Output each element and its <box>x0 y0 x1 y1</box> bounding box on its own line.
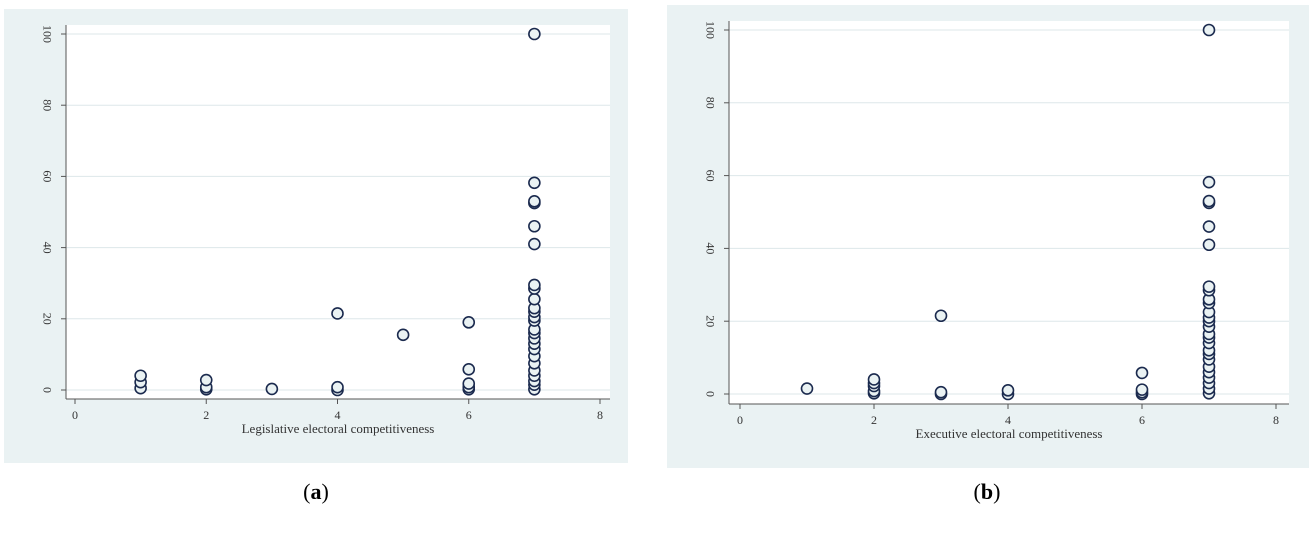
data-point <box>800 382 814 395</box>
plot-area <box>66 25 610 399</box>
data-point <box>331 307 344 320</box>
data-point <box>1135 383 1149 396</box>
data-point <box>462 316 476 329</box>
y-tick-label: 40 <box>703 242 717 254</box>
data-point <box>528 176 541 190</box>
chart-panel-a: 0 20 40 60 80 100 0 2 4 6 8 Legislative electoral c… <box>4 9 628 463</box>
y-tick-label: 20 <box>40 313 54 325</box>
data-point <box>1202 175 1216 189</box>
data-point <box>528 27 541 41</box>
y-tick-label: 100 <box>703 21 717 39</box>
x-axis-label: Executive electoral competitiveness <box>916 426 1103 441</box>
data-point <box>1135 366 1149 380</box>
data-point <box>867 373 881 386</box>
chart-panel-b: 0 20 40 60 80 100 0 2 4 6 8 Executive electoral com… <box>667 5 1309 468</box>
data-point <box>331 380 344 394</box>
x-tick-label: 6 <box>1139 413 1145 427</box>
data-point <box>462 363 476 376</box>
y-tick-label: 100 <box>40 25 54 43</box>
x-tick-label: 0 <box>72 408 78 422</box>
data-point <box>462 377 476 390</box>
data-point <box>528 292 541 306</box>
data-point <box>934 309 948 323</box>
x-tick-label: 4 <box>1005 413 1011 427</box>
y-tick-label: 0 <box>40 387 54 393</box>
data-point <box>934 385 948 399</box>
data-point <box>396 328 410 342</box>
data-point <box>134 369 147 383</box>
data-point <box>528 278 541 292</box>
x-tick-label: 8 <box>1273 413 1279 427</box>
x-tick-label: 0 <box>737 413 743 427</box>
x-tick-label: 4 <box>335 408 341 422</box>
data-point <box>528 195 541 208</box>
panel-label-a: (a) <box>303 479 329 504</box>
data-point <box>528 237 541 251</box>
data-point <box>1202 220 1216 233</box>
data-point <box>1202 194 1216 208</box>
y-tick-label: 20 <box>703 315 717 327</box>
scatter-plot-b: 0 20 40 60 80 100 0 2 4 6 8 Executive electoral com… <box>703 21 1289 441</box>
data-point <box>1001 384 1015 397</box>
data-point <box>1202 280 1216 293</box>
data-point <box>199 373 213 387</box>
x-tick-label: 8 <box>597 408 603 422</box>
y-tick-label: 80 <box>40 99 54 111</box>
y-tick-label: 60 <box>40 170 54 182</box>
y-tick-label: 40 <box>40 242 54 254</box>
data-point <box>265 382 279 396</box>
data-point <box>1202 23 1216 37</box>
y-tick-label: 0 <box>703 391 717 397</box>
data-point <box>528 219 541 233</box>
scatter-plot-a: 0 20 40 60 80 100 0 2 4 6 8 Legislative electoral c… <box>40 25 610 436</box>
y-tick-label: 60 <box>703 170 717 182</box>
plot-area <box>729 21 1289 404</box>
y-tick-label: 80 <box>703 97 717 109</box>
x-axis-label: Legislative electoral competitiveness <box>242 421 435 436</box>
x-tick-label: 2 <box>203 408 209 422</box>
x-tick-label: 2 <box>871 413 877 427</box>
data-point <box>1202 238 1216 252</box>
x-tick-label: 6 <box>466 408 472 422</box>
panel-label-b: (b) <box>973 479 1001 504</box>
